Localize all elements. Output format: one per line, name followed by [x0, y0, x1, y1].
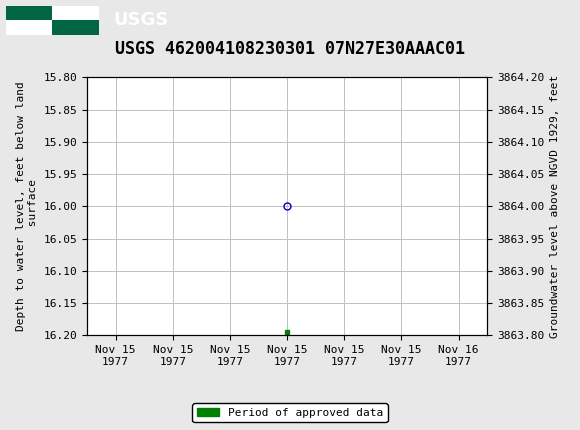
Text: USGS 462004108230301 07N27E30AAAC01: USGS 462004108230301 07N27E30AAAC01	[115, 40, 465, 58]
Y-axis label: Groundwater level above NGVD 1929, feet: Groundwater level above NGVD 1929, feet	[550, 75, 560, 338]
FancyBboxPatch shape	[6, 6, 52, 20]
FancyBboxPatch shape	[52, 6, 99, 20]
FancyBboxPatch shape	[6, 20, 52, 35]
Text: USGS: USGS	[113, 12, 168, 29]
Y-axis label: Depth to water level, feet below land
 surface: Depth to water level, feet below land su…	[16, 82, 38, 331]
Legend: Period of approved data: Period of approved data	[193, 403, 387, 422]
FancyBboxPatch shape	[52, 20, 99, 35]
